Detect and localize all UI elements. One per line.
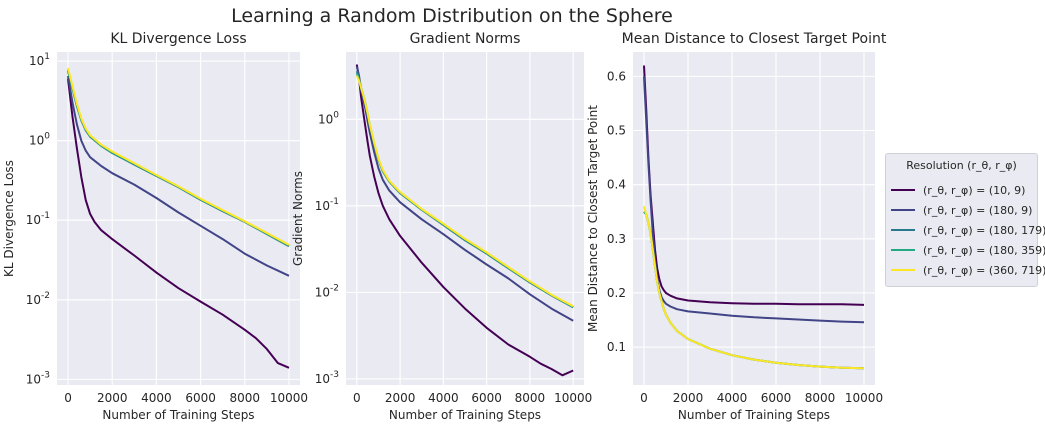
chart-title: Gradient Norms bbox=[410, 31, 521, 47]
plot-area bbox=[633, 52, 875, 385]
x-axis-label: Number of Training Steps bbox=[102, 408, 254, 422]
y-tick-label: 10-2 bbox=[315, 283, 339, 299]
series-line-1 bbox=[355, 64, 574, 377]
x-tick-label: 6000 bbox=[471, 391, 502, 405]
y-tick-label: 10-2 bbox=[26, 291, 50, 307]
legend-item: (r_θ, r_φ) = (180, 9) bbox=[891, 201, 1032, 219]
legend-item: (r_θ, r_φ) = (360, 719) bbox=[891, 261, 1045, 279]
x-tick-label: 8000 bbox=[515, 391, 546, 405]
figure-title: Learning a Random Distribution on the Sp… bbox=[231, 5, 673, 27]
charts: 0 2000 4000 6000 8000 1000010-310-210-1100101… bbox=[2, 31, 887, 422]
x-axis-label: Number of Training Steps bbox=[389, 408, 541, 422]
y-tick-label: 100 bbox=[29, 132, 50, 148]
legend-label: (r_θ, r_φ) = (180, 9) bbox=[923, 203, 1033, 217]
chart-panel-3: 0 2000 4000 6000 8000 10000 0.1 0.2 0.3 0.4 0.5 0.6… bbox=[586, 31, 887, 422]
x-tick-label: 10000 bbox=[270, 391, 308, 405]
y-axis-label: Mean Distance to Closest Target Point bbox=[586, 105, 600, 332]
x-tick-label: 8000 bbox=[805, 391, 836, 405]
x-tick-label: 4000 bbox=[717, 391, 748, 405]
series-line-2 bbox=[67, 75, 290, 277]
series-line-2 bbox=[643, 76, 865, 324]
series-line-1 bbox=[67, 78, 290, 369]
x-tick-label: 4000 bbox=[428, 391, 459, 405]
legend-label: (r_θ, r_φ) = (10, 9) bbox=[923, 183, 1026, 197]
series-line-5 bbox=[67, 67, 290, 246]
chart-panel-2: 0 2000 4000 6000 8000 10000 10-3 10-2 10-1 100 Gra… bbox=[291, 31, 592, 422]
y-tick-label: 0.2 bbox=[607, 286, 626, 300]
series-line-5 bbox=[355, 75, 574, 308]
x-axis-label: Number of Training Steps bbox=[678, 408, 830, 422]
x-tick-label: 2000 bbox=[385, 391, 416, 405]
y-tick-label: 10-1 bbox=[315, 197, 339, 213]
x-tick-label: 0 bbox=[64, 391, 72, 405]
y-tick-label: 0.1 bbox=[607, 340, 626, 354]
y-tick-label: 0.4 bbox=[607, 178, 626, 192]
legend-swatch bbox=[891, 189, 915, 191]
chart-title: KL Divergence Loss bbox=[110, 31, 246, 47]
legend-swatch bbox=[891, 269, 915, 271]
x-tick-label: 10000 bbox=[845, 391, 883, 405]
series-line-5 bbox=[643, 206, 865, 370]
legend-swatch bbox=[891, 209, 915, 211]
y-tick-label: 100 bbox=[318, 110, 339, 126]
plot-area bbox=[57, 52, 300, 385]
y-tick-label: 10-1 bbox=[26, 211, 50, 227]
legend: Resolution (r_θ, r_φ) (r_θ, r_φ) = (10, … bbox=[885, 153, 1045, 287]
legend-label: (r_θ, r_φ) = (180, 359) bbox=[923, 243, 1045, 257]
series-line-2 bbox=[355, 66, 574, 322]
legend-item: (r_θ, r_φ) = (180, 359) bbox=[891, 241, 1045, 259]
legend-label: (r_θ, r_φ) = (360, 719) bbox=[923, 263, 1045, 277]
x-tick-label: 10000 bbox=[554, 391, 592, 405]
legend-item: (r_θ, r_φ) = (180, 179) bbox=[891, 221, 1045, 239]
legend-swatch bbox=[891, 229, 915, 231]
plot-area bbox=[346, 52, 584, 385]
chart-title: Mean Distance to Closest Target Point bbox=[622, 31, 887, 47]
y-tick-label: 10-3 bbox=[26, 370, 50, 386]
x-tick-label: 2000 bbox=[673, 391, 704, 405]
chart-panel-1: 0 2000 4000 6000 8000 10000 10-3 10-2 10-1 100 101… bbox=[2, 31, 308, 422]
y-axis-label: Gradient Norms bbox=[291, 171, 305, 266]
legend-label: (r_θ, r_φ) = (180, 179) bbox=[923, 223, 1045, 237]
x-tick-label: 0 bbox=[353, 391, 361, 405]
y-tick-label: 101 bbox=[29, 52, 50, 68]
x-tick-label: 0 bbox=[640, 391, 648, 405]
y-axis-label: KL Divergence Loss bbox=[2, 160, 16, 277]
y-tick-label: 0.5 bbox=[607, 124, 626, 138]
y-tick-label: 0.6 bbox=[607, 69, 626, 83]
y-tick-label: 10-3 bbox=[315, 370, 339, 386]
x-tick-label: 6000 bbox=[761, 391, 792, 405]
legend-title: Resolution (r_θ, r_φ) bbox=[906, 159, 1017, 172]
x-tick-label: 4000 bbox=[141, 391, 172, 405]
legend-swatch bbox=[891, 249, 915, 251]
legend-item: (r_θ, r_φ) = (10, 9) bbox=[891, 181, 1025, 199]
x-tick-label: 6000 bbox=[185, 391, 216, 405]
y-tick-label: 0.3 bbox=[607, 232, 626, 246]
x-tick-label: 2000 bbox=[97, 391, 128, 405]
x-tick-label: 8000 bbox=[229, 391, 260, 405]
